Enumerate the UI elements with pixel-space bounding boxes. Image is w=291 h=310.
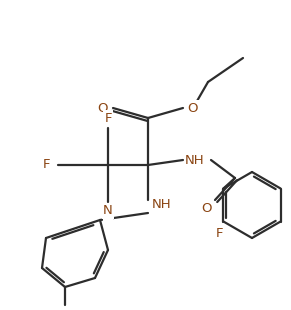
Text: O: O: [188, 101, 198, 114]
Text: NH: NH: [152, 198, 172, 211]
Text: N: N: [103, 205, 113, 218]
Text: F: F: [216, 227, 223, 240]
Text: F: F: [104, 206, 112, 219]
Text: O: O: [201, 202, 211, 215]
Text: O: O: [98, 101, 108, 114]
Text: F: F: [104, 112, 112, 125]
Text: F: F: [43, 158, 51, 171]
Text: NH: NH: [185, 153, 205, 166]
